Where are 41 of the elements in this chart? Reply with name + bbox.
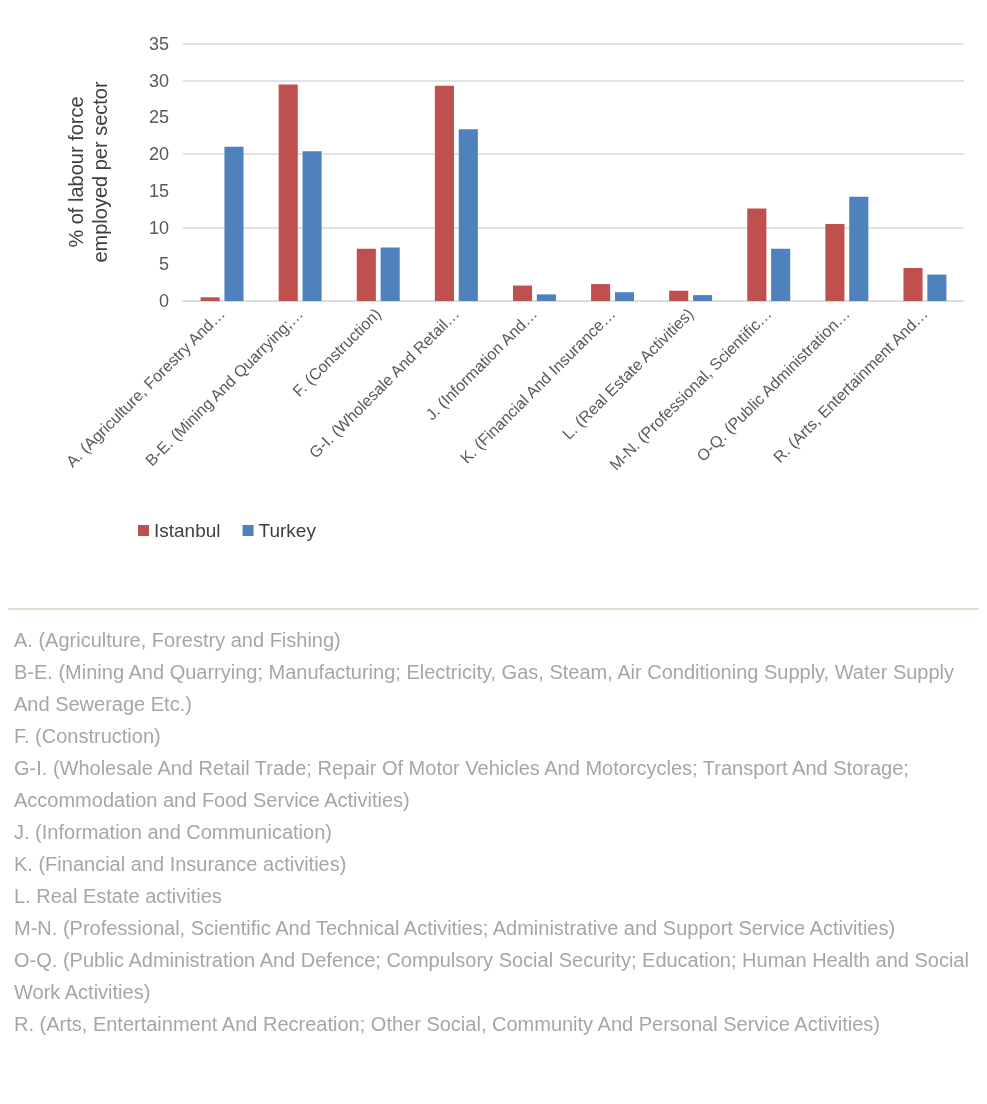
bar [458, 129, 478, 301]
bar [536, 294, 556, 301]
text: R. (Arts, Entertainment And Recreation; Other Social, Community And Personal Service Activities) [14, 1012, 881, 1037]
text: A. (Agriculture, Forestry and Fishing) [14, 628, 342, 653]
text: B-E. (Mining And Quarrying; Manufacturing; Electricity, Gas, Steam, Air Conditioning Supply, Water Supply And Sewerage Etc.) [14, 660, 956, 717]
y-tick-label: 35 [148, 34, 169, 54]
bar [356, 248, 376, 301]
bar [614, 292, 635, 301]
y-tick-label: 5 [158, 254, 169, 275]
bar [200, 297, 220, 301]
bar [434, 85, 454, 301]
bar [380, 247, 400, 301]
bar [747, 208, 767, 301]
bar [591, 284, 611, 301]
legend-label: Turkey [258, 520, 317, 541]
bar [669, 290, 689, 301]
text: F. (Construction) [14, 724, 162, 749]
text: L. Real Estate activities [14, 884, 223, 909]
legend-label: Istanbul [154, 520, 221, 541]
bar [825, 223, 845, 301]
bar [512, 285, 533, 301]
y-axis-title: % of labour force employed per sector [65, 81, 111, 263]
y-tick-label: 10 [148, 217, 169, 238]
bar [927, 274, 947, 301]
text: G-I. (Wholesale And Retail Trade; Repair Of Motor Vehicles And Motorcycles; Transport And Storage; Accommodation and Food Service Activities) [14, 756, 910, 813]
bar [903, 267, 923, 301]
text: J. (Information and Communication) [14, 820, 333, 845]
y-tick-label: 20 [148, 144, 169, 165]
y-tick-label: 25 [148, 107, 169, 128]
bar [224, 146, 244, 301]
bar [693, 295, 713, 301]
text: O-Q. (Public Administration And Defence; Compulsory Social Security; Education; Human Health and Social Work Activities) [14, 948, 970, 1005]
y-tick-label: 30 [148, 70, 169, 91]
bar [302, 151, 322, 301]
y-tick-label: 15 [148, 180, 169, 201]
text: K. (Financial and Insurance activities) [14, 852, 348, 877]
bar [771, 248, 791, 301]
bar [849, 196, 869, 301]
y-tick-label: 0 [158, 291, 169, 311]
bar [278, 84, 298, 301]
text: M-N. (Professional, Scientific And Technical Activities; Administrative and Support Service Activities) [14, 916, 897, 941]
